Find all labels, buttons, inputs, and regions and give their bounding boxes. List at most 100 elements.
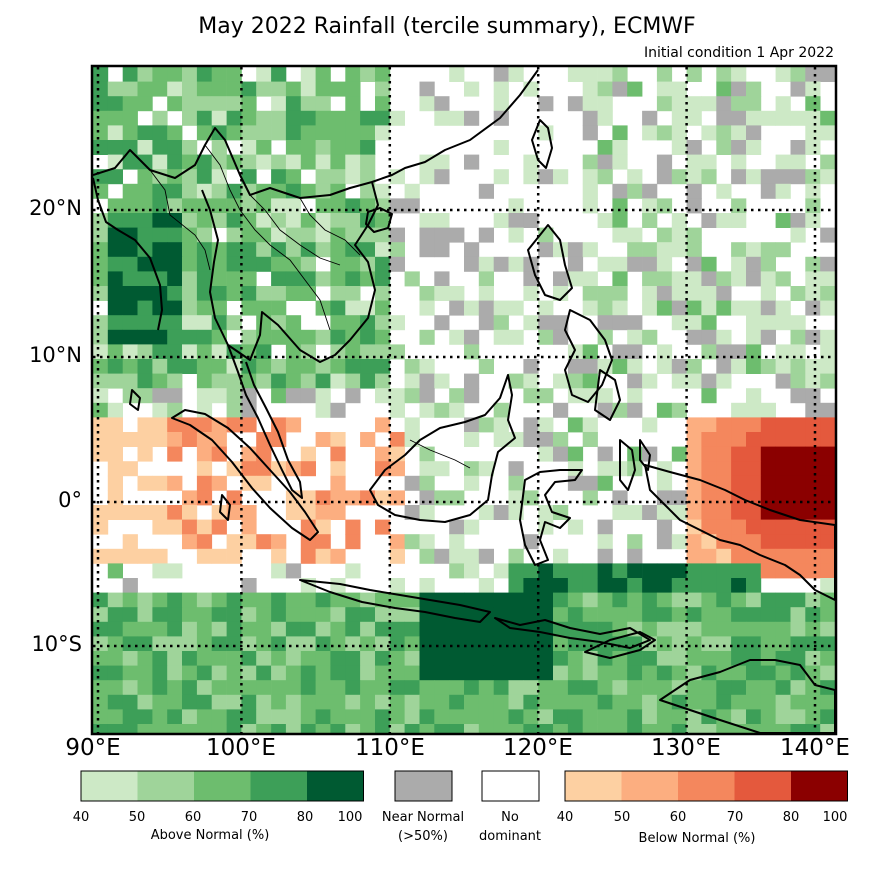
tercile-cell	[300, 373, 316, 389]
tercile-cell	[597, 81, 613, 97]
tercile-cell	[686, 636, 702, 652]
tercile-cell	[256, 198, 272, 214]
tercile-cell	[285, 271, 302, 287]
tercile-cell	[345, 300, 361, 316]
tercile-cell	[553, 709, 569, 725]
tercile-cell	[315, 110, 331, 126]
tercile-cell	[746, 563, 762, 579]
tercile-cell	[627, 242, 643, 258]
tercile-cell	[731, 256, 747, 272]
tercile-cell	[196, 198, 213, 214]
tercile-cell	[805, 621, 821, 637]
tercile-cell	[375, 607, 391, 623]
tercile-cell	[122, 548, 138, 564]
tercile-cell	[612, 154, 628, 170]
tercile-cell	[196, 592, 213, 608]
tercile-cell	[716, 67, 732, 82]
tercile-cell	[330, 81, 346, 97]
tercile-cell	[152, 140, 168, 155]
tercile-cell	[226, 198, 242, 214]
below-normal-segment	[621, 771, 678, 801]
map-frame	[90, 64, 838, 736]
tercile-cell	[612, 271, 628, 287]
tercile-cell	[746, 680, 762, 696]
tercile-cell	[701, 592, 717, 608]
tercile-cell	[449, 519, 465, 535]
tercile-cell	[775, 110, 791, 126]
tercile-cell	[731, 154, 747, 170]
tercile-cell	[345, 694, 361, 710]
tercile-cell	[716, 140, 732, 155]
tercile-cell	[241, 286, 257, 301]
tercile-cell	[701, 373, 717, 389]
tercile-cell	[330, 359, 346, 374]
tercile-cell	[345, 271, 361, 287]
tercile-cell	[523, 286, 539, 301]
tercile-cell	[523, 563, 539, 579]
tercile-cell	[211, 242, 227, 258]
tercile-cell	[167, 329, 183, 345]
tercile-cell	[820, 651, 835, 666]
tercile-cell	[226, 680, 242, 696]
tercile-cell	[449, 621, 465, 637]
tercile-cell	[404, 636, 420, 652]
tercile-cell	[107, 607, 123, 623]
tercile-cell	[375, 213, 391, 228]
tercile-cell	[330, 621, 346, 637]
tercile-cell	[122, 300, 138, 316]
tercile-cell	[137, 67, 153, 82]
tercile-cell	[508, 432, 524, 447]
tercile-cell	[122, 96, 138, 112]
tercile-cell	[285, 125, 302, 141]
tercile-cell	[790, 154, 806, 170]
tercile-cell	[375, 680, 391, 696]
tercile-cell	[137, 242, 153, 258]
tercile-cell	[137, 140, 153, 155]
tercile-cell	[285, 81, 302, 97]
tercile-cell	[375, 81, 391, 97]
tercile-cell	[107, 315, 123, 331]
tercile-cell	[656, 286, 673, 301]
tercile-cell	[389, 592, 405, 608]
tercile-cell	[241, 198, 257, 214]
tercile-cell	[196, 227, 213, 243]
tercile-cell	[746, 125, 762, 141]
below-tick-60: 60	[669, 810, 687, 825]
tercile-cell	[300, 621, 316, 637]
tercile-cell	[716, 183, 732, 199]
tercile-cell	[553, 373, 569, 389]
tercile-cell	[300, 651, 316, 666]
tercile-cell	[93, 607, 109, 623]
tercile-cell	[271, 665, 287, 681]
tercile-cell	[360, 140, 376, 155]
tercile-cell	[612, 665, 628, 681]
tercile-cell	[241, 680, 257, 696]
tercile-cell	[93, 519, 109, 535]
tercile-cell	[701, 461, 717, 477]
tercile-cell	[760, 563, 776, 579]
tercile-cell	[256, 125, 272, 141]
tercile-cell	[716, 329, 732, 345]
tercile-cell	[211, 344, 227, 360]
tercile-cell	[375, 446, 391, 462]
tercile-cell	[582, 694, 598, 710]
tercile-cell	[464, 242, 480, 258]
tercile-cell	[256, 607, 272, 623]
tercile-cell	[404, 651, 420, 666]
tercile-cell	[790, 373, 806, 389]
tercile-cell	[182, 359, 198, 374]
tercile-cell	[701, 169, 717, 185]
tercile-cell	[241, 154, 257, 170]
tercile-cell	[790, 329, 806, 345]
tercile-cell	[627, 81, 643, 97]
tercile-cell	[389, 315, 405, 331]
tercile-cell	[122, 183, 138, 199]
tercile-cell	[404, 417, 420, 433]
tercile-cell	[419, 724, 435, 733]
tercile-cell	[360, 359, 376, 374]
tercile-cell	[760, 110, 776, 126]
tercile-cell	[775, 446, 791, 462]
tercile-cell	[256, 621, 272, 637]
tercile-cell	[746, 432, 762, 447]
tercile-cell	[241, 300, 257, 316]
